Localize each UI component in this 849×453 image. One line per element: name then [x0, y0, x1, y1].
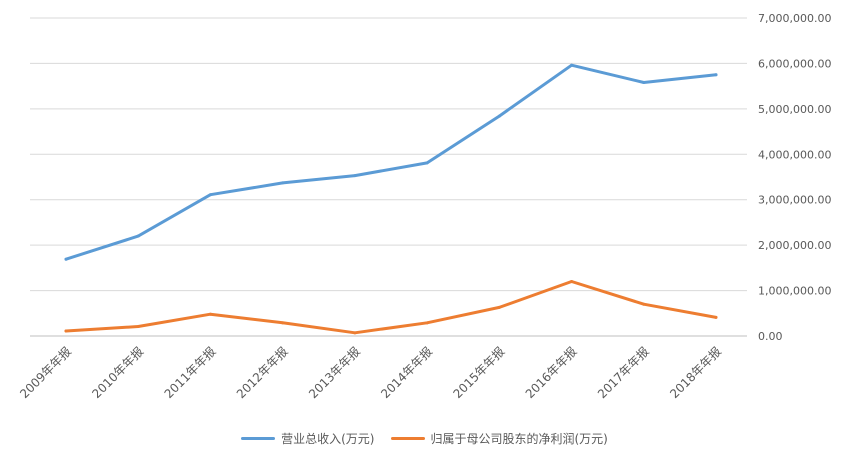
data-point-net-profit: [570, 279, 574, 283]
y-axis-tick-labels: 0.00 1,000,000.00 2,000,000.00 3,000,000.00…: [758, 12, 831, 343]
x-tick-label: 2014年年报: [378, 344, 436, 402]
data-point-revenue: [208, 193, 212, 197]
y-tick-label: 3,000,000.00: [758, 194, 831, 207]
y-tick-label: 6,000,000.00: [758, 57, 831, 70]
data-point-net-profit: [64, 329, 68, 333]
y-tick-label: 0.00: [758, 330, 783, 343]
x-tick-label: 2011年年报: [161, 344, 219, 402]
data-point-net-profit: [353, 331, 357, 335]
x-tick-label: 2017年年报: [594, 344, 652, 402]
x-tick-label: 2015年年报: [450, 344, 508, 402]
data-point-revenue: [570, 63, 574, 67]
x-tick-label: 2016年年报: [522, 344, 580, 402]
legend-item-revenue: 营业总收入(万元): [241, 430, 375, 447]
data-point-net-profit: [497, 305, 501, 309]
x-tick-label: 2009年年报: [16, 344, 74, 402]
series-lines: [64, 63, 718, 335]
legend: 营业总收入(万元) 归属于母公司股东的净利润(万元): [0, 428, 849, 448]
legend-swatch-revenue: [241, 436, 276, 440]
data-point-net-profit: [208, 312, 212, 316]
y-tick-label: 2,000,000.00: [758, 239, 831, 252]
x-tick-label: 2010年年报: [89, 344, 147, 402]
data-point-revenue: [136, 234, 140, 238]
x-axis-tick-labels: 2009年年报 2010年年报 2011年年报 2012年年报 2013年年报 2014年…: [16, 344, 724, 402]
data-point-revenue: [714, 73, 718, 77]
legend-label-revenue: 营业总收入(万元): [281, 431, 375, 446]
y-tick-label: 7,000,000.00: [758, 12, 831, 25]
gridlines: [30, 17, 747, 337]
y-tick-label: 4,000,000.00: [758, 148, 831, 161]
data-point-net-profit: [714, 315, 718, 319]
data-point-net-profit: [425, 321, 429, 325]
data-point-net-profit: [281, 321, 285, 325]
legend-label-net-profit: 归属于母公司股东的净利润(万元): [430, 431, 608, 446]
data-point-revenue: [497, 114, 501, 118]
data-point-revenue: [281, 181, 285, 185]
series-line-net-profit: [64, 280, 718, 335]
data-point-revenue: [425, 161, 429, 165]
series-line-revenue: [64, 63, 718, 261]
x-tick-label: 2013年年报: [305, 344, 363, 402]
y-tick-label: 5,000,000.00: [758, 103, 831, 116]
data-point-net-profit: [136, 324, 140, 328]
data-point-revenue: [642, 81, 646, 85]
data-point-revenue: [353, 174, 357, 178]
x-tick-label: 2012年年报: [233, 344, 291, 402]
data-point-revenue: [64, 257, 68, 261]
y-tick-label: 1,000,000.00: [758, 285, 831, 298]
data-point-net-profit: [642, 302, 646, 306]
legend-swatch-net-profit: [390, 436, 425, 440]
x-tick-label: 2018年年报: [666, 344, 724, 402]
legend-item-net-profit: 归属于母公司股东的净利润(万元): [390, 430, 608, 447]
